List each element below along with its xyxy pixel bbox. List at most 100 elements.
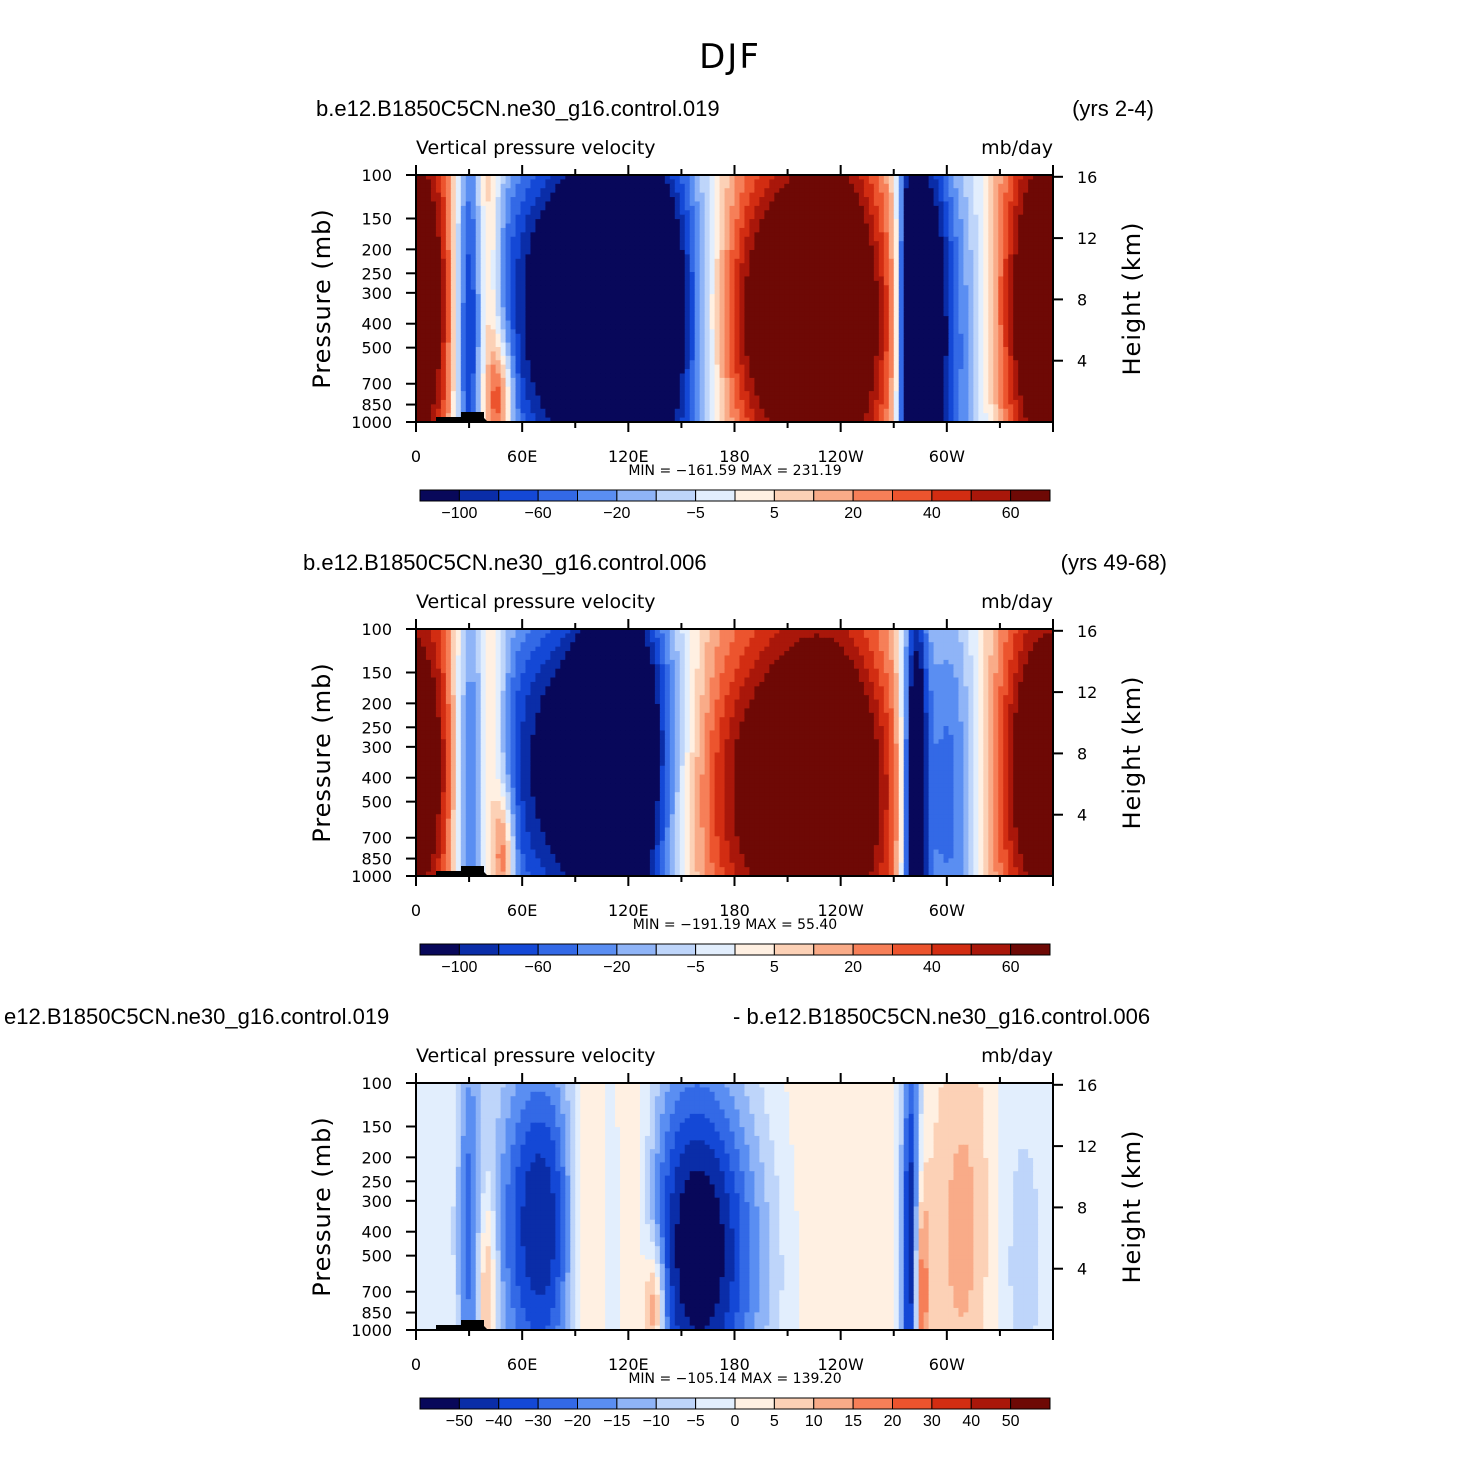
contour-cell <box>988 298 994 304</box>
contour-cell <box>1043 320 1049 326</box>
contour-cell <box>923 227 930 233</box>
contour-cell <box>540 302 546 308</box>
contour-cell <box>1013 289 1019 295</box>
contour-cell <box>968 179 974 185</box>
contour-cell <box>679 227 686 233</box>
contour-cell <box>978 223 984 229</box>
contour-cell <box>420 201 427 207</box>
contour-cell <box>858 285 865 291</box>
contour-cell <box>913 302 920 308</box>
contour-cell <box>749 210 756 216</box>
contour-cell <box>505 179 512 185</box>
contour-cell <box>1033 258 1039 264</box>
contour-cell <box>933 267 940 273</box>
contour-cell <box>625 267 631 273</box>
contour-cell <box>968 302 974 308</box>
contour-cell <box>739 241 746 247</box>
contour-cell <box>1048 294 1054 300</box>
contour-cell <box>679 320 686 326</box>
contour-cell <box>470 329 477 335</box>
contour-cell <box>515 333 522 339</box>
contour-cell <box>1033 276 1039 282</box>
contour-cell <box>819 320 825 326</box>
contour-cell <box>475 302 482 308</box>
contour-cell <box>868 302 875 308</box>
contour-cell <box>1018 294 1024 300</box>
contour-cell <box>664 272 671 278</box>
contour-cell <box>615 272 621 278</box>
contour-cell <box>759 210 765 216</box>
contour-cell <box>988 219 994 225</box>
contour-cell <box>893 263 900 269</box>
contour-cell <box>839 175 845 181</box>
contour-cell <box>759 267 765 273</box>
contour-cell <box>819 232 825 238</box>
contour-cell <box>605 276 611 282</box>
contour-cell <box>580 311 586 317</box>
contour-cell <box>784 276 790 282</box>
contour-cell <box>450 205 457 211</box>
contour-cell <box>893 342 900 348</box>
contour-cell <box>595 289 601 295</box>
contour-cell <box>948 241 955 247</box>
contour-cell <box>555 338 561 344</box>
contour-cell <box>1008 192 1014 198</box>
contour-cell <box>600 302 606 308</box>
contour-cell <box>1033 320 1039 326</box>
contour-cell <box>1018 179 1024 185</box>
contour-cell <box>789 183 795 189</box>
contour-cell <box>878 205 885 211</box>
contour-cell <box>883 219 890 225</box>
contour-cell <box>585 289 591 295</box>
contour-cell <box>639 254 646 260</box>
contour-cell <box>903 263 910 269</box>
contour-cell <box>684 258 691 264</box>
contour-cell <box>416 197 422 203</box>
contour-cell <box>674 294 681 300</box>
contour-cell <box>694 254 701 260</box>
contour-cell <box>998 272 1004 278</box>
contour-cell <box>510 245 517 251</box>
contour-cell <box>460 280 467 286</box>
contour-cell <box>749 316 756 322</box>
contour-cell <box>714 289 721 295</box>
contour-cell <box>769 192 775 198</box>
contour-cell <box>570 342 576 348</box>
contour-cell <box>585 329 591 335</box>
contour-cell <box>983 179 989 185</box>
contour-cell <box>769 210 775 216</box>
contour-cell <box>515 227 522 233</box>
contour-cell <box>629 289 636 295</box>
contour-cell <box>779 316 785 322</box>
contour-cell <box>1048 241 1054 247</box>
contour-cell <box>978 232 984 238</box>
contour-cell <box>933 179 940 185</box>
contour-cell <box>649 342 656 348</box>
contour-cell <box>550 263 556 269</box>
contour-cell <box>913 333 920 339</box>
contour-cell <box>654 302 661 308</box>
contour-cell <box>450 223 457 229</box>
contour-cell <box>590 201 596 207</box>
contour-cell <box>485 192 492 198</box>
contour-cell <box>1033 205 1039 211</box>
contour-cell <box>863 267 870 273</box>
contour-cell <box>953 183 960 189</box>
contour-cell <box>1038 236 1044 242</box>
contour-cell <box>644 298 651 304</box>
contour-cell <box>784 232 790 238</box>
contour-cell <box>689 210 696 216</box>
contour-cell <box>843 175 850 181</box>
contour-cell <box>774 254 780 260</box>
contour-cell <box>948 285 955 291</box>
units-label: mb/day <box>981 137 1053 159</box>
contour-cell <box>545 179 551 185</box>
contour-cell <box>764 294 770 300</box>
contour-cell <box>769 197 775 203</box>
contour-cell <box>908 311 915 317</box>
contour-cell <box>490 223 497 229</box>
contour-cell <box>475 294 482 300</box>
contour-cell <box>600 245 606 251</box>
contour-cell <box>988 192 994 198</box>
contour-cell <box>843 241 850 247</box>
